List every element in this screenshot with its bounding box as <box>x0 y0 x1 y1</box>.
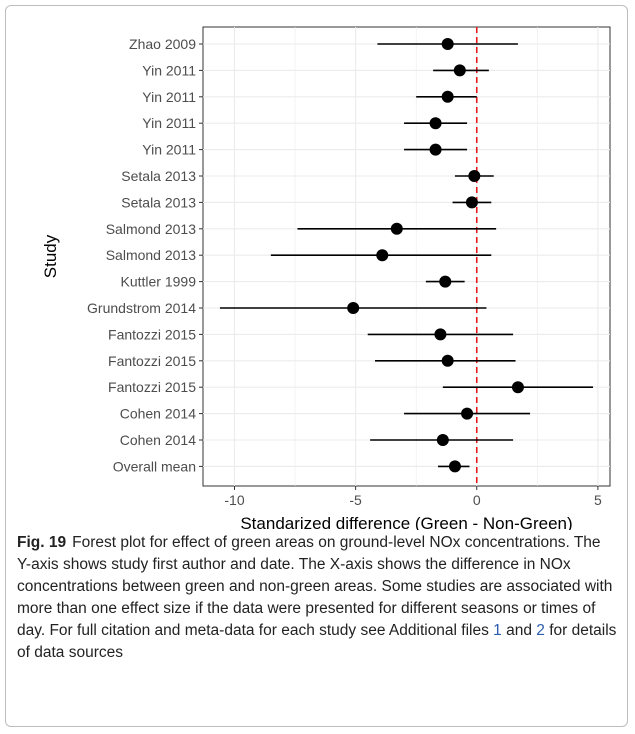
estimate-point <box>461 407 474 420</box>
additional-file-1-link[interactable]: 1 <box>493 622 502 639</box>
y-tick-label: Cohen 2014 <box>120 432 197 448</box>
caption-text: Forest plot for effect of green areas on… <box>17 534 613 639</box>
figure-caption: Fig. 19 Forest plot for effect of green a… <box>17 532 617 664</box>
estimate-point <box>347 302 360 314</box>
y-tick-label: Grundstrom 2014 <box>87 300 196 316</box>
y-tick-label: Yin 2011 <box>142 115 196 131</box>
x-tick-label: -5 <box>349 492 362 508</box>
y-tick-labels: Zhao 2009 Yin 2011 Yin 2011 Yin 2011 Yin 201… <box>87 36 203 474</box>
y-tick-label: Yin 2011 <box>142 62 196 78</box>
x-tick-labels: -10 -5 0 5 <box>224 486 602 508</box>
estimate-point <box>511 381 524 394</box>
plot-panel <box>202 26 611 487</box>
additional-file-2-link[interactable]: 2 <box>536 622 545 639</box>
estimate-point <box>468 170 481 182</box>
y-tick-label: Setala 2013 <box>121 194 196 210</box>
forest-plot: Zhao 2009 Yin 2011 Yin 2011 Yin 2011 Yin 201… <box>41 26 611 530</box>
study-marks <box>219 38 594 473</box>
y-tick-label: Salmond 2013 <box>106 221 197 237</box>
x-tick-label: 0 <box>473 492 481 508</box>
y-tick-label: Fantozzi 2015 <box>108 353 196 369</box>
estimate-point <box>376 249 389 262</box>
y-axis-title: Study <box>41 234 60 278</box>
y-tick-label: Zhao 2009 <box>129 36 196 52</box>
y-tick-label: Kuttler 1999 <box>121 274 197 290</box>
estimate-point <box>429 143 442 156</box>
x-tick-label: -10 <box>224 492 244 508</box>
x-axis-title: Standarized difference (Green - Non-Gree… <box>240 514 572 530</box>
y-tick-label: Fantozzi 2015 <box>108 326 196 342</box>
y-tick-label: Fantozzi 2015 <box>108 379 196 395</box>
estimate-point <box>441 354 454 367</box>
estimate-point <box>453 64 466 77</box>
estimate-point <box>439 275 452 288</box>
estimate-point <box>436 434 449 446</box>
y-tick-label: Setala 2013 <box>121 168 196 184</box>
y-tick-label: Yin 2011 <box>142 142 196 158</box>
y-tick-label: Salmond 2013 <box>106 247 197 263</box>
y-tick-label: Yin 2011 <box>142 89 196 105</box>
y-tick-label: Overall mean <box>113 458 196 474</box>
estimate-point <box>441 38 454 50</box>
x-tick-label: 5 <box>594 492 602 508</box>
estimate-point <box>441 90 454 103</box>
y-tick-label: Cohen 2014 <box>120 406 197 422</box>
estimate-point <box>465 196 478 209</box>
estimate-point <box>429 117 442 130</box>
caption-text-end: for details of data sources <box>17 622 617 661</box>
estimate-point <box>390 222 403 235</box>
caption-text-between: and <box>501 622 537 639</box>
estimate-point <box>434 328 447 341</box>
figure-label: Fig. 19 <box>17 534 67 551</box>
estimate-point <box>448 460 461 473</box>
